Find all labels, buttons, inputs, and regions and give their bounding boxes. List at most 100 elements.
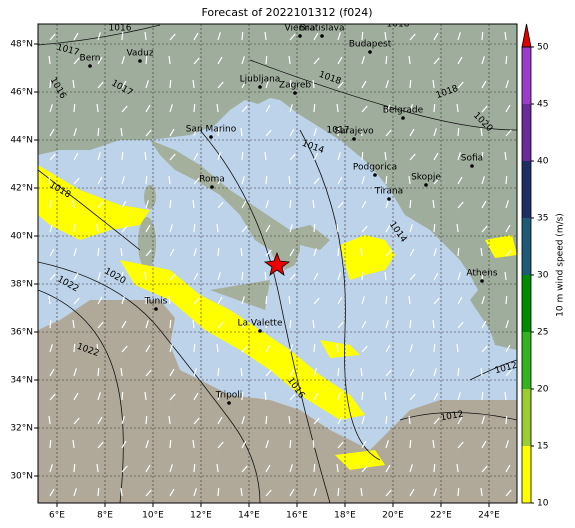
wind-barb <box>433 223 436 233</box>
wind-barb <box>97 127 100 137</box>
wind-barb <box>457 81 464 89</box>
wind-barb <box>361 465 368 473</box>
wind-barb <box>145 344 151 353</box>
wind-barb <box>336 223 339 233</box>
wind-barb <box>313 223 316 233</box>
wind-barb <box>193 223 196 233</box>
wind-barb <box>504 271 507 281</box>
y-tick-label: 42°N <box>10 184 33 194</box>
wind-barb <box>361 416 365 425</box>
wind-barb <box>433 297 440 305</box>
wind-barb <box>313 177 320 185</box>
wind-barb <box>289 248 295 257</box>
wind-barb <box>433 392 439 401</box>
wind-barb <box>264 31 267 41</box>
wind-barb <box>480 247 483 257</box>
wind-barb <box>145 440 149 449</box>
wind-barb <box>169 439 172 449</box>
wind-barb <box>433 177 440 185</box>
wind-barb <box>505 104 511 113</box>
wind-barb <box>481 320 487 329</box>
wind-barb <box>361 440 367 449</box>
wind-barb <box>361 105 368 113</box>
wind-barb <box>385 440 389 449</box>
x-tick-label: 20°E <box>382 511 404 521</box>
wind-barb <box>192 439 195 449</box>
wind-barb <box>97 416 103 425</box>
wind-barb <box>73 488 77 497</box>
wind-barb <box>169 393 176 401</box>
wind-barb <box>481 151 484 161</box>
land-europe <box>38 24 517 350</box>
wind-barb <box>73 343 76 353</box>
wind-barb <box>433 343 436 353</box>
wind-barb <box>433 248 437 257</box>
wind-barb <box>121 465 128 473</box>
wind-barb <box>73 297 80 305</box>
wind-barb <box>96 343 99 353</box>
wind-barb <box>240 127 243 137</box>
wind-barb <box>505 344 511 353</box>
wind-barb <box>289 488 295 497</box>
x-tick-label: 6°E <box>49 511 65 521</box>
city-label: Ljubljana <box>240 75 281 85</box>
wind-barb <box>217 367 220 377</box>
wind-barb <box>121 296 125 305</box>
wind-barb <box>481 416 485 425</box>
wind-barb <box>121 391 124 401</box>
wind-barb <box>48 295 51 305</box>
wind-barb <box>49 368 55 377</box>
wind-barb <box>409 224 413 233</box>
wind-barb <box>97 441 104 449</box>
wind-barb <box>457 392 461 401</box>
wind-barb <box>289 368 295 377</box>
wind-barb <box>145 80 149 89</box>
wind-barb <box>121 176 125 185</box>
wind-barb <box>312 199 315 209</box>
wind-barb <box>409 153 416 161</box>
wind-barb <box>361 31 364 41</box>
land-italy <box>150 140 330 270</box>
wind-barb <box>289 79 292 89</box>
wind-barb <box>456 463 459 473</box>
map-frame <box>37 23 518 504</box>
wind-barb <box>337 56 343 65</box>
city-dot <box>258 329 262 333</box>
wind-barb <box>337 441 344 449</box>
city-label: La Valette <box>238 319 283 329</box>
wind-barb <box>169 319 172 329</box>
wind-barb <box>385 415 388 425</box>
wind-barb <box>337 367 340 377</box>
colorbar-tick-label: 25 <box>537 328 548 338</box>
wind-barb <box>289 33 296 41</box>
wind-barb <box>505 489 512 497</box>
wind-barb <box>97 152 101 161</box>
wind-barb <box>265 224 271 233</box>
wind-barb <box>97 247 100 257</box>
wind-barb <box>97 272 101 281</box>
wind-barb <box>241 440 247 449</box>
wind-barb <box>409 248 415 257</box>
city-label: Zagreb <box>279 81 311 91</box>
wind-barb <box>265 440 269 449</box>
colorbar-segment <box>522 161 531 218</box>
wind-barb <box>432 319 435 329</box>
wind-barb <box>337 201 344 209</box>
city-dot <box>227 401 231 405</box>
wind-barb <box>217 176 223 185</box>
wind-barb <box>73 32 79 41</box>
wind-barb <box>121 56 125 65</box>
wind-barb <box>505 440 509 449</box>
wind-barb <box>73 368 77 377</box>
city-label: Belgrade <box>383 106 424 116</box>
wind-barb <box>409 79 412 89</box>
wind-barb <box>145 369 152 377</box>
wind-barb <box>457 272 461 281</box>
wind-barb <box>49 464 53 473</box>
wind-barb <box>433 417 440 425</box>
wind-barb <box>409 393 416 401</box>
city-label: Tirana <box>374 187 403 197</box>
city-dot <box>352 137 356 141</box>
wind-barb <box>409 368 415 377</box>
y-tick-label: 32°N <box>10 424 33 434</box>
